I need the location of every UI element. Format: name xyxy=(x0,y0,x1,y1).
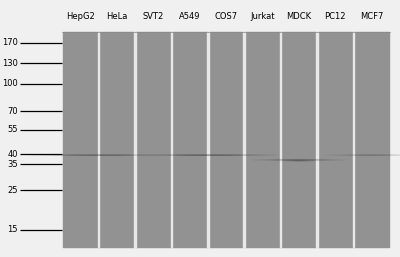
Bar xyxy=(282,32,316,247)
Text: MCF7: MCF7 xyxy=(360,12,384,21)
Text: 170: 170 xyxy=(2,38,18,47)
Bar xyxy=(208,32,244,247)
Text: SVT2: SVT2 xyxy=(142,12,164,21)
Bar xyxy=(280,32,282,247)
Text: PC12: PC12 xyxy=(324,12,346,21)
Text: 25: 25 xyxy=(8,186,18,195)
Bar xyxy=(354,32,389,247)
Text: 35: 35 xyxy=(7,160,18,169)
Text: 100: 100 xyxy=(2,79,18,88)
Text: Jurkat: Jurkat xyxy=(250,12,275,21)
Bar xyxy=(63,32,98,247)
Bar xyxy=(172,32,207,247)
Bar xyxy=(99,32,134,247)
Bar xyxy=(136,32,170,247)
Bar xyxy=(207,32,208,247)
Bar xyxy=(316,32,318,247)
Text: 15: 15 xyxy=(8,225,18,234)
Text: 130: 130 xyxy=(2,59,18,68)
Text: A549: A549 xyxy=(179,12,200,21)
Text: COS7: COS7 xyxy=(214,12,238,21)
Text: HepG2: HepG2 xyxy=(66,12,94,21)
Bar xyxy=(98,32,99,247)
Bar xyxy=(318,32,353,247)
Bar xyxy=(353,32,354,247)
Bar xyxy=(244,32,245,247)
Text: 40: 40 xyxy=(8,150,18,159)
Text: MDCK: MDCK xyxy=(286,12,312,21)
Text: 70: 70 xyxy=(7,107,18,116)
Bar xyxy=(245,32,280,247)
Bar xyxy=(134,32,136,247)
Text: 55: 55 xyxy=(8,125,18,134)
Bar xyxy=(170,32,172,247)
Text: HeLa: HeLa xyxy=(106,12,127,21)
